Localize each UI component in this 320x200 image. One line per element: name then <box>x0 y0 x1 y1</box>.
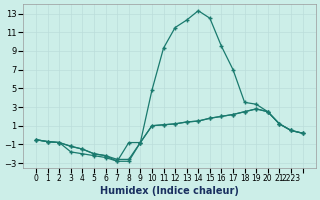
X-axis label: Humidex (Indice chaleur): Humidex (Indice chaleur) <box>100 186 239 196</box>
